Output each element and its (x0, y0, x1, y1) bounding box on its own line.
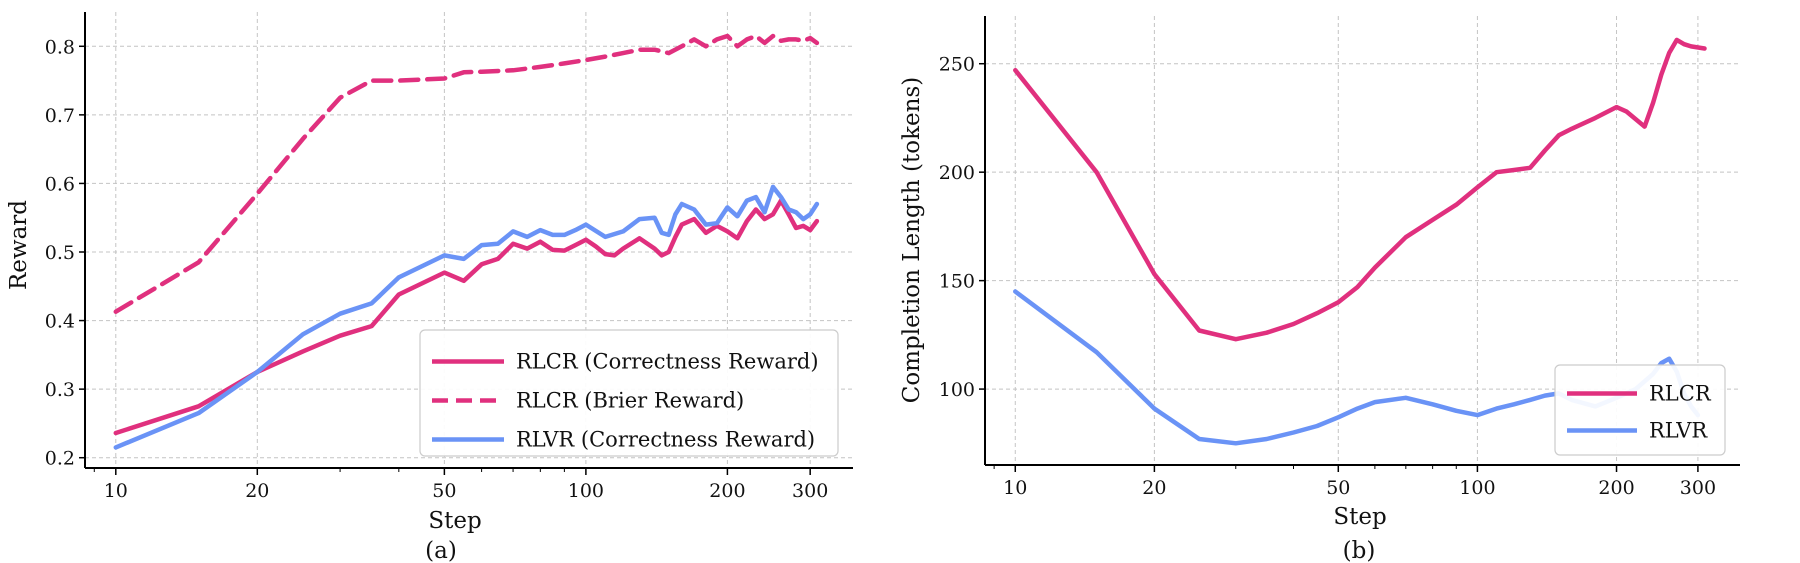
y-tick-label: 250 (939, 54, 975, 76)
series-b (1013, 37, 1707, 446)
series-line (113, 184, 820, 450)
x-tick-label: 200 (709, 480, 745, 502)
y-tick-label: 0.8 (45, 36, 75, 58)
axes-b (984, 16, 1740, 466)
y-axis-label: Reward (6, 200, 32, 290)
panel-label: (b) (1343, 538, 1376, 563)
legend-a: RLCR (Correctness Reward) RLCR (Brier Rew… (419, 329, 839, 457)
ticks-a: 10 20 50 100 200 300 0.2 0.3 0.4 0.5 0.6 0.7 0.8 (45, 36, 829, 502)
x-tick-label: 50 (1326, 477, 1350, 499)
x-axis-label: Step (428, 508, 481, 534)
x-tick-label: 50 (432, 480, 456, 502)
series-line (113, 33, 820, 314)
x-tick-label: 20 (245, 480, 269, 502)
legend-label: RLCR (Correctness Reward) (516, 350, 819, 374)
x-tick-label: 200 (1598, 477, 1634, 499)
series-line (113, 198, 820, 436)
x-tick-label: 100 (1459, 477, 1495, 499)
chart-panel-a: 10 20 50 100 200 300 0.2 0.3 0.4 0.5 0.6 0.7 0.8 Ste… (6, 12, 853, 563)
legend-label: RLCR (Brier Reward) (516, 389, 744, 413)
legend-label: RLCR (1649, 382, 1712, 406)
x-tick-label: 10 (1003, 477, 1027, 499)
y-tick-label: 0.3 (45, 379, 75, 401)
y-tick-label: 100 (939, 379, 975, 401)
y-axis-label: Completion Length (tokens) (899, 77, 925, 404)
axes-a (84, 12, 853, 469)
x-axis-label: Step (1333, 504, 1386, 530)
legend-b: RLCR RLVR (1554, 364, 1726, 456)
legend-label: RLVR (Correctness Reward) (516, 428, 815, 452)
series-a (113, 33, 820, 450)
y-tick-label: 0.5 (45, 242, 75, 264)
x-tick-label: 100 (568, 480, 604, 502)
x-tick-label: 300 (1680, 477, 1716, 499)
x-tick-label: 20 (1142, 477, 1166, 499)
legend-box (419, 329, 839, 457)
legend-label: RLVR (1649, 419, 1708, 443)
ticks-b: 10 20 50 100 200 300 100 150 200 250 (939, 54, 1716, 499)
chart-panel-b: 10 20 50 100 200 300 100 150 200 250 Step Complet… (899, 16, 1740, 563)
series-line (1013, 37, 1707, 342)
panel-label: (a) (425, 538, 457, 563)
x-tick-label: 300 (792, 480, 828, 502)
y-tick-label: 200 (939, 162, 975, 184)
x-tick-label: 10 (104, 480, 128, 502)
y-tick-label: 0.6 (45, 173, 75, 195)
y-tick-label: 0.7 (45, 105, 75, 127)
y-tick-label: 150 (939, 271, 975, 293)
y-tick-label: 0.4 (45, 311, 75, 333)
series-line (1013, 289, 1701, 446)
y-tick-label: 0.2 (45, 448, 75, 470)
